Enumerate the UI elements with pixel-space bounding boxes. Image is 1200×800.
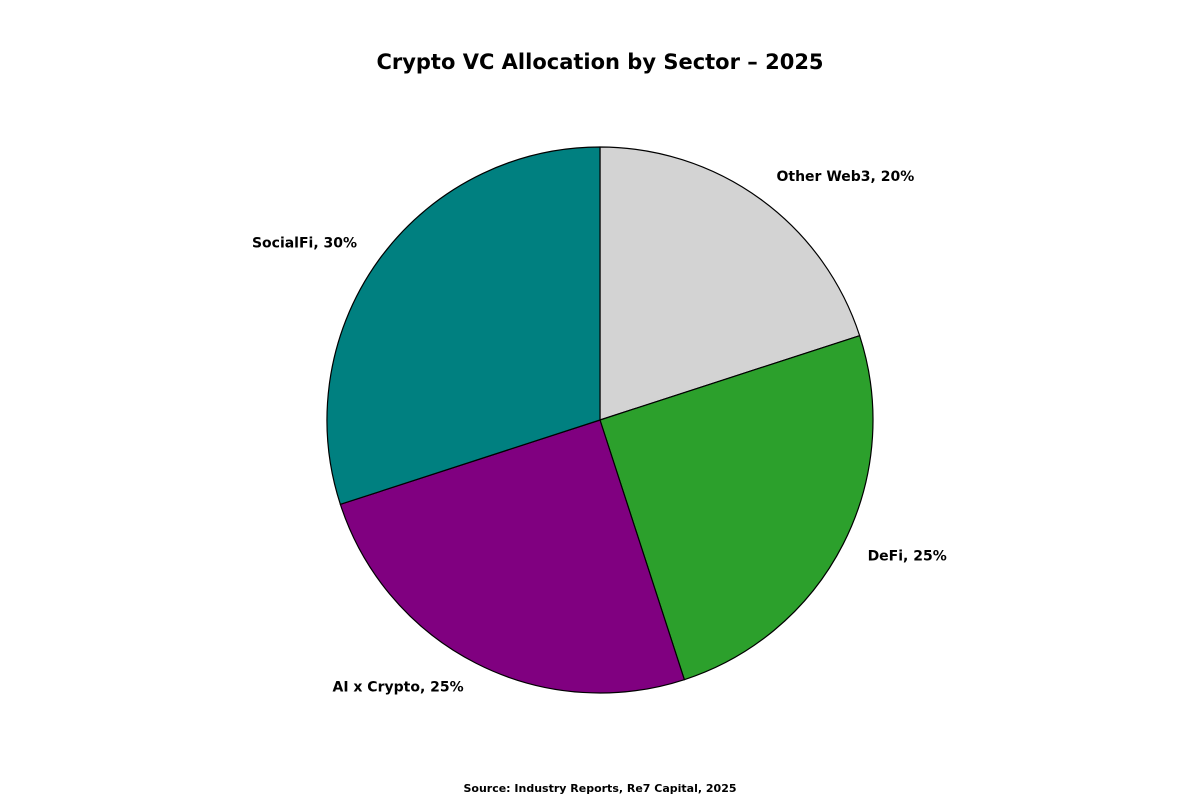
pie-label-socialfi: SocialFi, 30%: [252, 235, 357, 251]
pie-slice-ai-x-crypto: [339, 419, 685, 694]
chart-source: Source: Industry Reports, Re7 Capital, 2…: [463, 782, 737, 795]
chart-title: Crypto VC Allocation by Sector – 2025: [376, 50, 824, 74]
pie-labels: Other Web3, 20% DeFi, 25% AI x Crypto, 25%…: [252, 169, 947, 696]
pie-slice-socialfi: [326, 146, 601, 505]
pie-label-defi: DeFi, 25%: [868, 548, 947, 564]
pie-slice-other-web3: [599, 146, 861, 421]
pie-slice-defi: [599, 335, 874, 681]
pie-slices: [326, 146, 874, 694]
pie-label-other-web3: Other Web3, 20%: [777, 169, 915, 185]
pie-label-ai-x-crypto: AI x Crypto, 25%: [332, 680, 463, 696]
